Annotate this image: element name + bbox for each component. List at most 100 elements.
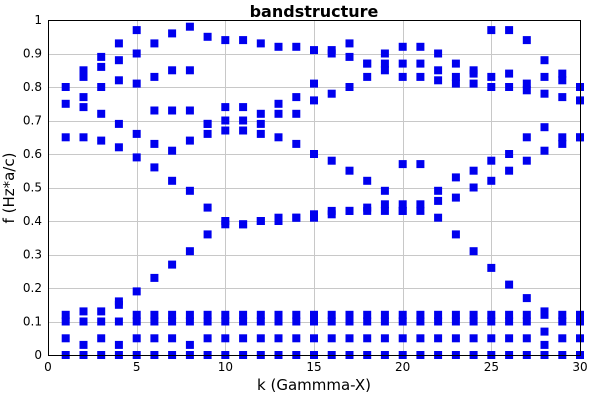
data-point: [97, 83, 106, 91]
y-tick-label: 0.9: [23, 47, 42, 61]
data-point: [79, 93, 88, 102]
data-point: [221, 103, 230, 112]
data-point: [150, 310, 159, 319]
data-point: [79, 133, 88, 142]
data-point: [168, 106, 177, 115]
data-point: [380, 200, 389, 209]
data-point: [345, 206, 354, 215]
data-point: [61, 99, 70, 108]
data-point: [416, 72, 425, 81]
data-point: [416, 317, 425, 326]
data-point: [505, 150, 514, 158]
data-point: [380, 66, 389, 75]
data-point: [558, 139, 567, 148]
data-point: [540, 307, 549, 316]
data-point: [97, 109, 106, 118]
data-point: [327, 334, 336, 343]
data-point: [239, 220, 248, 229]
data-point: [203, 317, 212, 326]
data-point: [505, 334, 514, 343]
data-point: [274, 317, 283, 326]
data-point: [185, 247, 194, 256]
data-point: [469, 166, 478, 175]
data-point: [363, 72, 372, 81]
data-point: [256, 119, 265, 128]
data-point: [487, 83, 496, 91]
data-point: [505, 280, 514, 289]
data-point: [292, 139, 301, 148]
data-point: [505, 26, 514, 35]
data-point: [256, 217, 265, 225]
data-point: [451, 173, 460, 182]
data-point: [416, 200, 425, 209]
y-tick-label: 1: [34, 13, 42, 27]
data-point: [540, 146, 549, 155]
data-point: [97, 136, 106, 145]
data-point: [97, 52, 106, 61]
data-point: [185, 136, 194, 145]
data-point: [558, 93, 567, 102]
data-point: [185, 66, 194, 75]
data-point: [380, 186, 389, 195]
data-point: [221, 36, 230, 45]
data-point: [434, 196, 443, 205]
data-point: [398, 59, 407, 68]
data-point: [168, 317, 177, 326]
data-point: [469, 310, 478, 319]
data-point: [327, 89, 336, 98]
data-point: [522, 133, 531, 142]
data-point: [239, 317, 248, 326]
data-point: [239, 36, 248, 45]
data-point: [239, 126, 248, 135]
data-point: [522, 36, 531, 45]
data-point: [487, 72, 496, 81]
data-point: [185, 317, 194, 326]
x-axis-label: k (Gammma-X): [257, 376, 371, 394]
data-point: [61, 317, 70, 326]
data-point: [310, 213, 318, 222]
data-point: [540, 89, 549, 98]
data-point: [61, 334, 70, 343]
data-point: [97, 307, 106, 316]
x-tick-label: 5: [133, 360, 141, 374]
data-point: [79, 66, 88, 75]
data-point: [132, 334, 141, 343]
data-point: [522, 86, 531, 95]
data-point: [292, 334, 301, 343]
data-point: [434, 317, 443, 326]
data-point: [239, 310, 248, 319]
data-point: [132, 79, 141, 88]
data-point: [239, 334, 248, 343]
data-point: [363, 334, 372, 343]
data-point: [416, 334, 425, 343]
data-point: [398, 200, 407, 209]
data-point: [61, 83, 70, 91]
data-point: [114, 39, 123, 48]
data-point: [221, 334, 230, 343]
data-point: [380, 310, 389, 319]
data-point: [451, 230, 460, 239]
data-point: [132, 129, 141, 138]
data-point: [487, 317, 496, 326]
y-tick-label: 0.8: [23, 80, 42, 94]
data-point: [274, 310, 283, 319]
data-point: [239, 103, 248, 112]
tick-labels: 0 5 10 15 20 25 30 0 0.1 0.2 0.3 0.4 0.5 0.6 0.7 0.8 0.9…: [23, 13, 588, 374]
data-point: [168, 66, 177, 75]
data-point: [310, 150, 318, 158]
data-point: [310, 310, 318, 319]
data-point: [416, 310, 425, 319]
data-point: [505, 166, 514, 175]
data-point: [540, 327, 549, 336]
data-point: [274, 133, 283, 142]
data-point: [434, 186, 443, 195]
data-point: [150, 106, 159, 115]
data-point: [256, 310, 265, 319]
data-point: [416, 42, 425, 51]
data-point: [221, 217, 230, 225]
data-point: [185, 340, 194, 349]
data-point: [256, 317, 265, 326]
data-point: [97, 317, 106, 326]
data-point: [540, 340, 549, 349]
data-point: [310, 334, 318, 343]
